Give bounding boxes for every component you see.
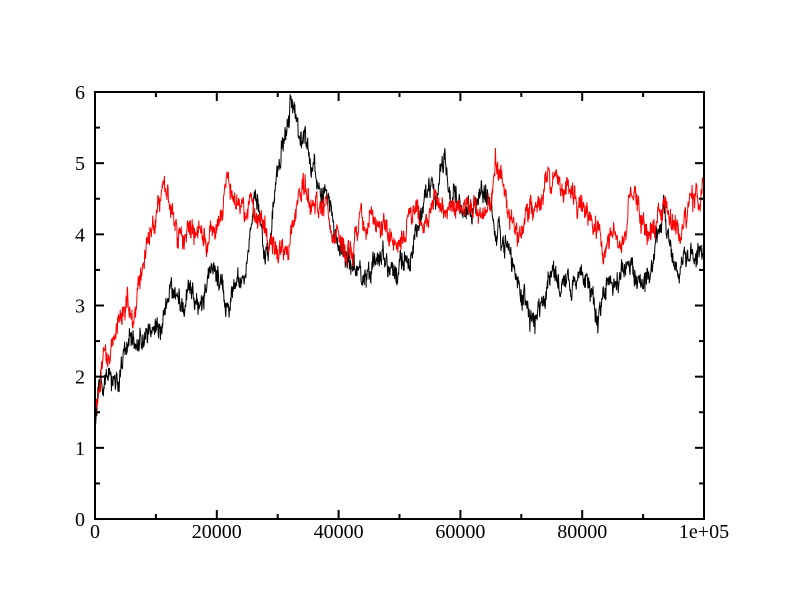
x-tick-label: 20000 — [192, 521, 242, 543]
y-tick-label: 3 — [75, 296, 85, 318]
y-tick-label: 1 — [75, 438, 85, 460]
x-tick-label: 80000 — [557, 521, 607, 543]
y-tick-label: 2 — [75, 367, 85, 389]
y-tick-label: 4 — [75, 224, 85, 246]
y-tick-label: 5 — [75, 153, 85, 175]
x-tick-label: 0 — [90, 521, 100, 543]
x-tick-label: 40000 — [314, 521, 364, 543]
y-tick-label: 6 — [75, 82, 85, 104]
plot-frame — [94, 91, 705, 520]
x-tick-label: 1e+05 — [679, 521, 729, 543]
y-tick-label: 0 — [75, 509, 85, 531]
series-2-red-line — [95, 148, 704, 423]
series-1-black-line — [95, 94, 704, 426]
x-tick-label: 60000 — [435, 521, 485, 543]
